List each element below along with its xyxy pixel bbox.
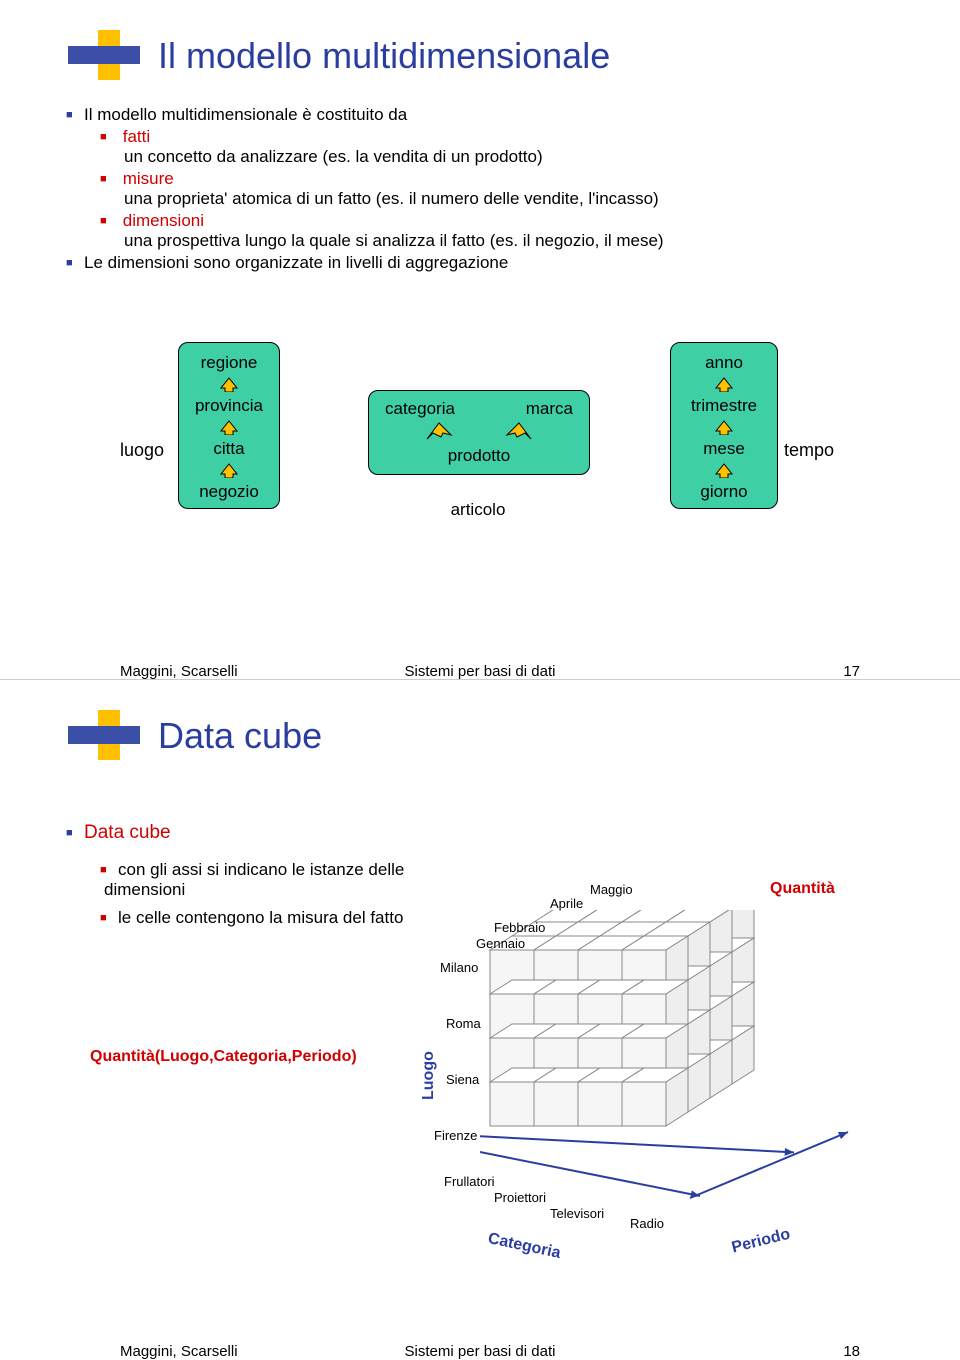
dimensioni-label: dimensioni xyxy=(123,211,204,230)
cat-frullatori: Frullatori xyxy=(444,1174,495,1189)
cat-televisori: Televisori xyxy=(550,1206,604,1221)
logo xyxy=(68,30,140,80)
up-arrow-icon xyxy=(714,462,734,478)
converge-arrows-icon xyxy=(379,419,579,441)
dimensions-diagram: luogo regione provincia citta negozio ca… xyxy=(90,340,900,600)
month-febbraio: Febbraio xyxy=(494,920,545,935)
up-arrow-icon xyxy=(219,376,239,392)
month-aprile: Aprile xyxy=(550,896,583,911)
p1: con gli assi si indicano le istanze dell… xyxy=(104,860,404,899)
city-firenze: Firenze xyxy=(434,1128,477,1143)
footer-center: Sistemi per basi di dati xyxy=(0,1343,960,1360)
misure-label: misure xyxy=(123,169,174,188)
city-milano: Milano xyxy=(440,960,478,975)
luogo-box: regione provincia citta negozio xyxy=(178,342,280,509)
dimensioni-desc: una prospettiva lungo la quale si analiz… xyxy=(104,231,664,250)
axis-luogo: Luogo xyxy=(420,1051,438,1100)
prodotto-label: prodotto xyxy=(379,446,579,466)
footer-page: 17 xyxy=(843,663,860,680)
data-cube-svg xyxy=(480,910,900,1290)
luogo-level-1: provincia xyxy=(189,396,269,416)
slide-title-2: Data cube xyxy=(158,715,322,757)
fatti-label: fatti xyxy=(123,127,150,146)
misure-desc: una proprieta' atomica di un fatto (es. … xyxy=(104,189,659,208)
luogo-label: luogo xyxy=(120,440,164,461)
cat-radio: Radio xyxy=(630,1216,664,1231)
articolo-label: articolo xyxy=(368,500,588,520)
month-maggio: Maggio xyxy=(590,882,633,897)
slide-body: Il modello multidimensionale è costituit… xyxy=(70,103,890,275)
cat-proiettori: Proiettori xyxy=(494,1190,546,1205)
luogo-level-0: regione xyxy=(189,353,269,373)
up-arrow-icon xyxy=(714,419,734,435)
tempo-label: tempo xyxy=(784,440,834,461)
marca-label: marca xyxy=(526,399,573,419)
footer-center: Sistemi per basi di dati xyxy=(0,663,960,680)
up-arrow-icon xyxy=(714,376,734,392)
up-arrow-icon xyxy=(219,462,239,478)
up-arrow-icon xyxy=(219,419,239,435)
luogo-level-3: negozio xyxy=(189,482,269,502)
tempo-box: anno trimestre mese giorno xyxy=(670,342,778,509)
fatti-desc: un concetto da analizzare (es. la vendit… xyxy=(104,147,543,166)
tempo-level-0: anno xyxy=(681,353,767,373)
tempo-level-3: giorno xyxy=(681,482,767,502)
tempo-level-2: mese xyxy=(681,439,767,459)
logo xyxy=(68,710,140,760)
city-siena: Siena xyxy=(446,1072,479,1087)
data-cube-heading: Data cube xyxy=(84,822,171,843)
categoria-label: categoria xyxy=(385,399,455,419)
p2: le celle contengono la misura del fatto xyxy=(118,908,403,927)
slide-2: Data cube Data cube con gli assi si indi… xyxy=(0,680,960,1359)
city-roma: Roma xyxy=(446,1016,481,1031)
qty-label: Quantità xyxy=(770,880,835,898)
intro-text: Il modello multidimensionale è costituit… xyxy=(84,105,407,124)
footer-page: 18 xyxy=(843,1343,860,1360)
prodotto-box: categoria marca prodotto xyxy=(368,390,590,475)
slide-1: Il modello multidimensionale Il modello … xyxy=(0,0,960,679)
month-gennaio: Gennaio xyxy=(476,936,525,951)
slide-title: Il modello multidimensionale xyxy=(158,35,610,77)
luogo-level-2: citta xyxy=(189,439,269,459)
tempo-level-1: trimestre xyxy=(681,396,767,416)
levels-line: Le dimensioni sono organizzate in livell… xyxy=(84,253,508,272)
cube-area: Gennaio Febbraio Aprile Maggio Quantità … xyxy=(480,910,900,1290)
